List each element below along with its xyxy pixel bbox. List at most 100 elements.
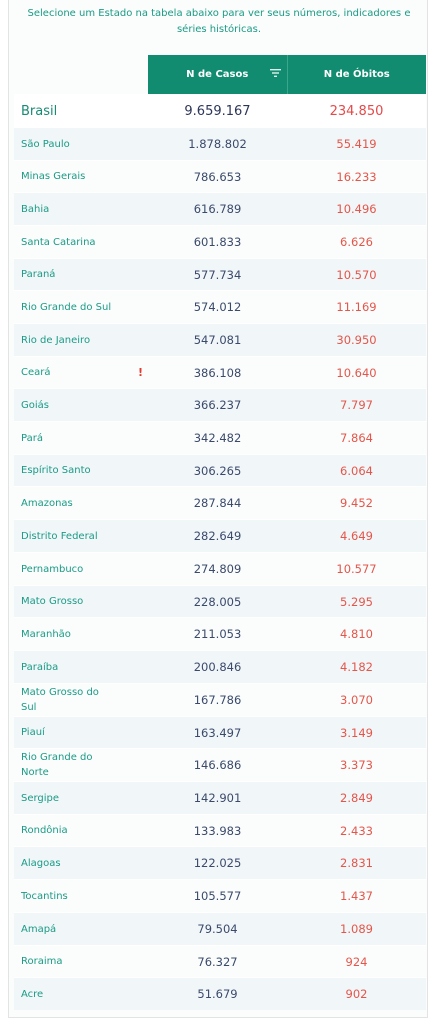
- state-deaths: 902: [345, 987, 368, 1001]
- table-row[interactable]: Mato Grosso do Sul 167.786 3.070: [14, 683, 426, 716]
- state-cases: 274.809: [193, 562, 242, 576]
- state-deaths: 55.419: [336, 137, 377, 151]
- table-row[interactable]: Espírito Santo 306.265 6.064: [14, 454, 426, 486]
- table-row[interactable]: Tocantins 105.577 1.437: [14, 879, 426, 912]
- state-cases: 577.734: [193, 267, 242, 282]
- table-row[interactable]: Santa Catarina 601.833 6.626: [14, 225, 426, 258]
- table-header: N de Casos N de Óbitos: [148, 55, 426, 94]
- state-name: Rio de Janeiro: [21, 334, 91, 346]
- state-cases: 79.504: [197, 922, 238, 936]
- table-row[interactable]: Rio Grande do Norte 146.686 3.373: [14, 748, 426, 781]
- state-cases: 200.846: [193, 660, 242, 674]
- state-cases: 616.789: [193, 202, 242, 216]
- state-name: Tocantins: [21, 890, 68, 902]
- state-deaths: 11.169: [336, 300, 377, 314]
- state-deaths: 7.864: [340, 431, 373, 445]
- state-name: Mato Grosso: [21, 596, 84, 607]
- state-deaths: 2.433: [340, 823, 373, 838]
- state-cases: 76.327: [197, 954, 238, 969]
- state-cases: 601.833: [193, 235, 242, 249]
- state-name: Ceará: [21, 367, 51, 378]
- table-row[interactable]: Acre 51.679 902: [14, 977, 426, 1010]
- table-row-brasil[interactable]: Brasil 9.659.167 234.850: [14, 94, 426, 127]
- table-row[interactable]: Maranhão 211.053 4.810: [14, 617, 426, 650]
- state-deaths: 16.233: [336, 169, 377, 184]
- state-cases: 282.649: [193, 529, 242, 543]
- table-row[interactable]: Rio Grande do Sul 574.012 11.169: [14, 290, 426, 323]
- filter-icon[interactable]: [269, 68, 281, 79]
- state-deaths: 2.831: [340, 856, 373, 870]
- state-cases: 163.497: [193, 725, 242, 740]
- state-name: Goiás: [21, 399, 49, 411]
- state-deaths: 7.797: [340, 398, 373, 412]
- state-name: Bahia: [21, 203, 50, 215]
- state-deaths: 2.849: [340, 791, 373, 805]
- state-deaths: 1.437: [340, 889, 373, 903]
- state-name: Rio Grande do Norte: [21, 752, 93, 778]
- state-cases: 386.108: [193, 365, 242, 380]
- state-deaths: 3.070: [340, 693, 373, 707]
- table-row[interactable]: Rio de Janeiro 547.081 30.950: [14, 323, 426, 356]
- table-row[interactable]: Pernambuco 274.809 10.577: [14, 552, 426, 585]
- state-cases: 1.878.802: [188, 137, 247, 151]
- table-row[interactable]: Goiás 366.237 7.797: [14, 388, 426, 421]
- table-row[interactable]: Distrito Federal 282.649 4.649: [14, 519, 426, 552]
- state-name: Santa Catarina: [21, 236, 96, 248]
- state-name: Paraíba: [21, 661, 59, 673]
- table-row[interactable]: Mato Grosso 228.005 5.295: [14, 585, 426, 617]
- table-row[interactable]: Amazonas 287.844 9.452: [14, 486, 426, 519]
- state-cases: 786.653: [193, 169, 242, 184]
- table-row[interactable]: Rondônia 133.983 2.433: [14, 814, 426, 846]
- state-deaths: 924: [345, 954, 368, 969]
- table-row[interactable]: Ceará! 386.108 10.640: [14, 356, 426, 388]
- state-name: Distrito Federal: [21, 530, 98, 542]
- state-deaths: 10.577: [336, 562, 377, 576]
- table-row[interactable]: Amapá 79.504 1.089: [14, 912, 426, 945]
- state-cases: 306.265: [193, 463, 242, 478]
- brasil-cases: 9.659.167: [184, 103, 251, 119]
- state-name: Minas Gerais: [21, 171, 86, 182]
- state-deaths: 3.373: [340, 758, 373, 772]
- state-deaths: 9.452: [340, 496, 373, 510]
- table-row[interactable]: Paraíba 200.846 4.182: [14, 650, 426, 683]
- table-row[interactable]: Pará 342.482 7.864: [14, 421, 426, 454]
- state-name: Sergipe: [21, 792, 60, 804]
- state-deaths: 30.950: [336, 333, 377, 347]
- state-cases: 142.901: [193, 791, 242, 805]
- state-deaths: 6.064: [340, 463, 373, 478]
- state-deaths: 10.570: [336, 267, 377, 282]
- brasil-deaths: 234.850: [329, 103, 384, 119]
- state-cases: 51.679: [197, 987, 238, 1001]
- state-cases: 105.577: [193, 889, 242, 903]
- state-name: Pará: [21, 432, 43, 444]
- state-deaths: 1.089: [340, 922, 373, 936]
- header-deaths[interactable]: N de Óbitos: [286, 55, 427, 94]
- state-cases: 122.025: [193, 856, 242, 870]
- state-name: São Paulo: [21, 138, 70, 150]
- table-row[interactable]: Alagoas 122.025 2.831: [14, 846, 426, 879]
- table-row[interactable]: Paraná 577.734 10.570: [14, 258, 426, 290]
- table-row[interactable]: Minas Gerais 786.653 16.233: [14, 160, 426, 192]
- state-name: Paraná: [21, 269, 56, 280]
- state-name: Rondônia: [21, 825, 68, 836]
- state-deaths: 4.810: [340, 627, 373, 641]
- state-cases: 342.482: [193, 431, 242, 445]
- state-name: Rio Grande do Sul: [21, 301, 112, 313]
- table-row[interactable]: Bahia 616.789 10.496: [14, 192, 426, 225]
- state-cases: 133.983: [193, 823, 242, 838]
- state-name: Mato Grosso do Sul: [21, 687, 99, 713]
- state-cases: 547.081: [193, 333, 242, 347]
- state-name: Acre: [21, 988, 44, 1000]
- table-row[interactable]: Sergipe 142.901 2.849: [14, 781, 426, 814]
- table-row[interactable]: Piauí 163.497 3.149: [14, 716, 426, 748]
- state-deaths: 3.149: [340, 725, 373, 740]
- state-name: Piauí: [21, 727, 45, 738]
- state-cases: 574.012: [193, 300, 242, 314]
- table-row[interactable]: São Paulo 1.878.802 55.419: [14, 127, 426, 160]
- state-deaths: 6.626: [340, 235, 373, 249]
- state-cases: 167.786: [193, 693, 242, 707]
- header-cases[interactable]: N de Casos: [148, 55, 287, 94]
- state-cases: 228.005: [193, 594, 242, 609]
- state-deaths: 10.496: [336, 202, 377, 216]
- table-row[interactable]: Roraima 76.327 924: [14, 945, 426, 977]
